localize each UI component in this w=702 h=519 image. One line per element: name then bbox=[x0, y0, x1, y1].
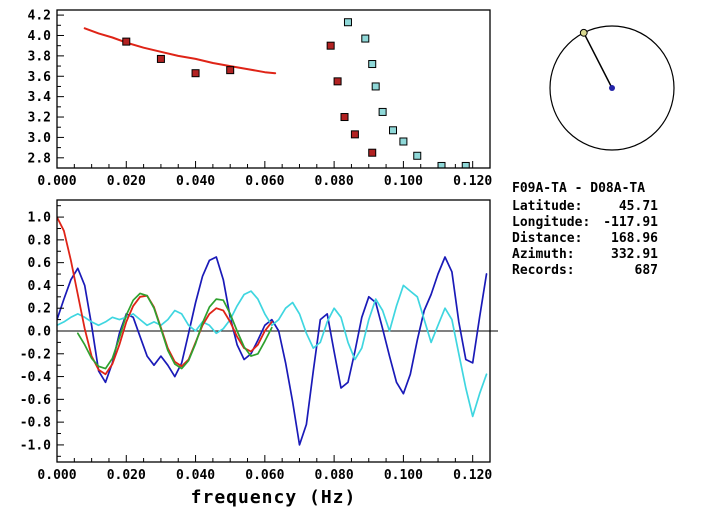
data-marker bbox=[389, 126, 398, 135]
data-marker bbox=[343, 18, 352, 27]
data-marker bbox=[368, 148, 377, 157]
x-tick-label: 0.000 bbox=[37, 468, 76, 483]
longitude-label: Longitude: bbox=[512, 215, 591, 230]
x-tick-label: 0.080 bbox=[315, 174, 354, 189]
y-tick-label: 3.2 bbox=[28, 111, 51, 126]
longitude-value: -117.91 bbox=[603, 215, 658, 230]
records-value: 687 bbox=[634, 263, 658, 278]
data-marker bbox=[399, 137, 408, 146]
data-marker bbox=[226, 66, 235, 75]
x-tick-label: 0.040 bbox=[176, 174, 215, 189]
azimuth-line bbox=[583, 32, 613, 89]
data-marker bbox=[368, 60, 377, 69]
measured-points-red bbox=[122, 37, 377, 157]
center-station-marker bbox=[609, 85, 615, 91]
measured-points-cyan bbox=[343, 18, 470, 168]
spectra-plot: 0.000 0.020 0.040 0.060 0.080 0.100 0.120 -1.0 -… bbox=[20, 199, 498, 483]
distance-value: 168.96 bbox=[611, 231, 658, 246]
x-axis-label: frequency (Hz) bbox=[190, 487, 357, 508]
spectrum-cyan bbox=[57, 284, 488, 418]
y-tick-label: 4.0 bbox=[28, 29, 52, 44]
x-tick-label: 0.020 bbox=[107, 174, 146, 189]
info-row-distance: Distance: 168.96 bbox=[512, 231, 658, 247]
y-tick-label: 0.6 bbox=[28, 256, 52, 271]
y-tick-label: -0.4 bbox=[20, 370, 51, 385]
data-marker bbox=[461, 161, 470, 168]
y-tick-label: 1.0 bbox=[28, 211, 52, 226]
axes-frame bbox=[56, 9, 491, 169]
dispersion-plot: 0.000 0.020 0.040 0.060 0.080 0.100 0.120 2.8 3.… bbox=[28, 9, 493, 189]
y-tick-label: 0.2 bbox=[28, 302, 51, 317]
data-marker bbox=[333, 77, 342, 86]
data-marker bbox=[413, 151, 422, 160]
latitude-value: 45.71 bbox=[618, 199, 658, 214]
y-tick-label: 3.4 bbox=[28, 90, 52, 105]
data-marker bbox=[122, 37, 131, 46]
azimuth-label: Azimuth: bbox=[512, 247, 575, 262]
data-marker bbox=[378, 107, 387, 116]
y-tick-label: -0.8 bbox=[20, 416, 51, 431]
data-marker bbox=[191, 69, 200, 78]
x-tick-label: 0.020 bbox=[107, 468, 146, 483]
series-layer bbox=[57, 216, 488, 446]
data-marker bbox=[326, 41, 335, 50]
x-tick-label: 0.000 bbox=[37, 174, 76, 189]
y-tick-label: -0.6 bbox=[20, 393, 51, 408]
x-tick-label: 0.100 bbox=[384, 174, 423, 189]
remote-station-marker bbox=[579, 28, 588, 37]
y-tick-label: 0.4 bbox=[28, 279, 52, 294]
y-tick-label: 3.0 bbox=[28, 131, 52, 146]
data-marker bbox=[361, 34, 370, 43]
records-label: Records: bbox=[512, 263, 575, 278]
model-dispersion-curve bbox=[83, 27, 277, 75]
info-row-latitude: Latitude: 45.71 bbox=[512, 199, 658, 215]
x-tick-label: 0.080 bbox=[315, 468, 354, 483]
data-marker bbox=[340, 113, 349, 122]
info-row-longitude: Longitude: -117.91 bbox=[512, 215, 658, 231]
info-row-records: Records: 687 bbox=[512, 263, 658, 279]
info-row-azimuth: Azimuth: 332.91 bbox=[512, 247, 658, 263]
y-tick-label: -1.0 bbox=[20, 438, 51, 453]
latitude-label: Latitude: bbox=[512, 199, 583, 214]
y-tick-label: -0.2 bbox=[20, 347, 51, 362]
data-marker bbox=[350, 130, 359, 139]
x-tick-label: 0.100 bbox=[384, 468, 423, 483]
x-tick-label: 0.120 bbox=[453, 468, 492, 483]
x-tick-label: 0.120 bbox=[453, 174, 492, 189]
data-marker bbox=[156, 54, 165, 63]
x-tick-label: 0.060 bbox=[245, 174, 284, 189]
x-tick-label: 0.040 bbox=[176, 468, 215, 483]
data-marker bbox=[371, 82, 380, 91]
spectrum-blue bbox=[57, 256, 488, 446]
fit-spectrum-green bbox=[76, 292, 273, 370]
station-info-panel: F09A-TA - D08A-TA Latitude: 45.71 Longit… bbox=[512, 181, 658, 279]
y-tick-label: 4.2 bbox=[28, 9, 51, 24]
y-tick-label: 0.0 bbox=[28, 325, 52, 340]
x-tick-label: 0.060 bbox=[245, 468, 284, 483]
azimuth-value: 332.91 bbox=[611, 247, 658, 262]
distance-label: Distance: bbox=[512, 231, 583, 246]
y-tick-label: 2.8 bbox=[28, 151, 52, 166]
station-pair-label: F09A-TA - D08A-TA bbox=[512, 181, 646, 196]
y-tick-label: 0.8 bbox=[28, 233, 52, 248]
azimuth-dial bbox=[549, 25, 675, 151]
azimuth-circle bbox=[549, 25, 675, 151]
y-tick-label: 3.6 bbox=[28, 70, 52, 85]
y-tick-label: 3.8 bbox=[28, 49, 52, 64]
series-layer bbox=[83, 18, 470, 168]
